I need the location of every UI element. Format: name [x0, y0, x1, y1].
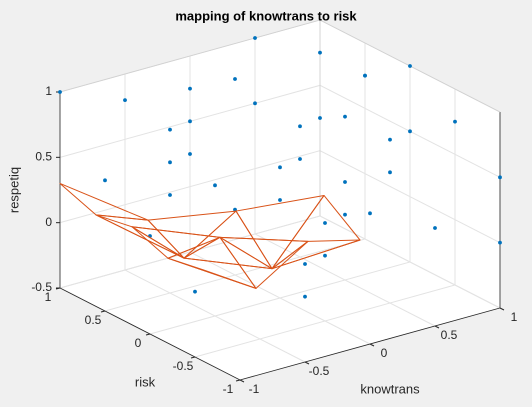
scatter-point — [343, 114, 347, 119]
scatter-point — [388, 170, 392, 175]
scatter-point — [303, 294, 307, 299]
x-tick — [304, 361, 310, 365]
scatter-point — [103, 178, 107, 183]
scatter-point — [368, 211, 372, 216]
x-tick-label: -0.5 — [309, 364, 330, 378]
scatter-point — [388, 137, 392, 142]
scatter-point — [498, 175, 502, 180]
scatter-point — [168, 127, 172, 132]
y-tick — [235, 379, 241, 382]
scatter-point — [303, 262, 307, 266]
scatter-point — [188, 86, 192, 91]
scatter-point — [408, 129, 412, 134]
scatter-point — [193, 289, 197, 294]
scatter-point — [58, 90, 62, 94]
x-tick — [499, 307, 505, 311]
y-tick — [100, 310, 106, 313]
scatter-point — [168, 193, 172, 197]
scatter-point — [278, 165, 282, 170]
mesh — [59, 182, 361, 289]
scatter-point — [323, 221, 327, 225]
scatter-point — [408, 64, 412, 68]
y-tick — [145, 333, 151, 336]
scatter-point — [253, 36, 257, 40]
scatter-point — [298, 157, 302, 161]
mesh-face — [271, 194, 361, 270]
scatter-point — [188, 119, 192, 124]
z-tick-label: -0.5 — [31, 280, 52, 294]
scatter-point — [433, 226, 437, 230]
y-tick-label: 0.5 — [85, 313, 102, 327]
x-tick — [434, 325, 440, 329]
x-tick — [239, 379, 245, 383]
x-axis-label: knowtrans — [360, 381, 420, 396]
scatter-point — [233, 77, 237, 81]
scatter-point — [298, 124, 302, 129]
z-tick-label: 1 — [45, 84, 52, 98]
z-tick-label: 0 — [45, 215, 52, 229]
y-tick — [190, 356, 196, 359]
y-tick-label: 0 — [135, 336, 142, 350]
y-axis-label: risk — [135, 374, 156, 389]
x-tick-label: 0 — [381, 346, 388, 360]
z-tick-label: 0.5 — [35, 150, 52, 164]
y-tick-label: -0.5 — [173, 359, 194, 373]
x-tick — [369, 343, 375, 347]
scatter-point — [123, 98, 127, 103]
x-tick-label: 1 — [511, 310, 518, 324]
chart-title: mapping of knowtrans to risk — [175, 8, 357, 23]
scatter-point — [363, 73, 367, 78]
scatter-point — [343, 180, 347, 184]
scatter-point — [318, 50, 322, 55]
scatter-point — [278, 198, 282, 202]
scatter-point — [188, 152, 192, 156]
plot: -1-0.500.51-1-0.500.51-0.500.51 — [31, 19, 518, 396]
scatter-point — [323, 253, 327, 258]
y-tick-label: -1 — [223, 382, 234, 396]
y-tick-label: 1 — [45, 290, 52, 304]
scatter-point — [318, 116, 322, 120]
scatter-point — [453, 119, 457, 124]
scatter-point — [253, 101, 257, 106]
scatter-point — [168, 160, 172, 165]
scatter-point — [498, 240, 502, 245]
scatter-point — [213, 183, 217, 188]
x-tick-label: -1 — [249, 382, 260, 396]
scatter-point — [343, 212, 347, 217]
z-axis-label: respetiq — [6, 167, 21, 213]
x-tick-label: 0.5 — [441, 328, 458, 342]
